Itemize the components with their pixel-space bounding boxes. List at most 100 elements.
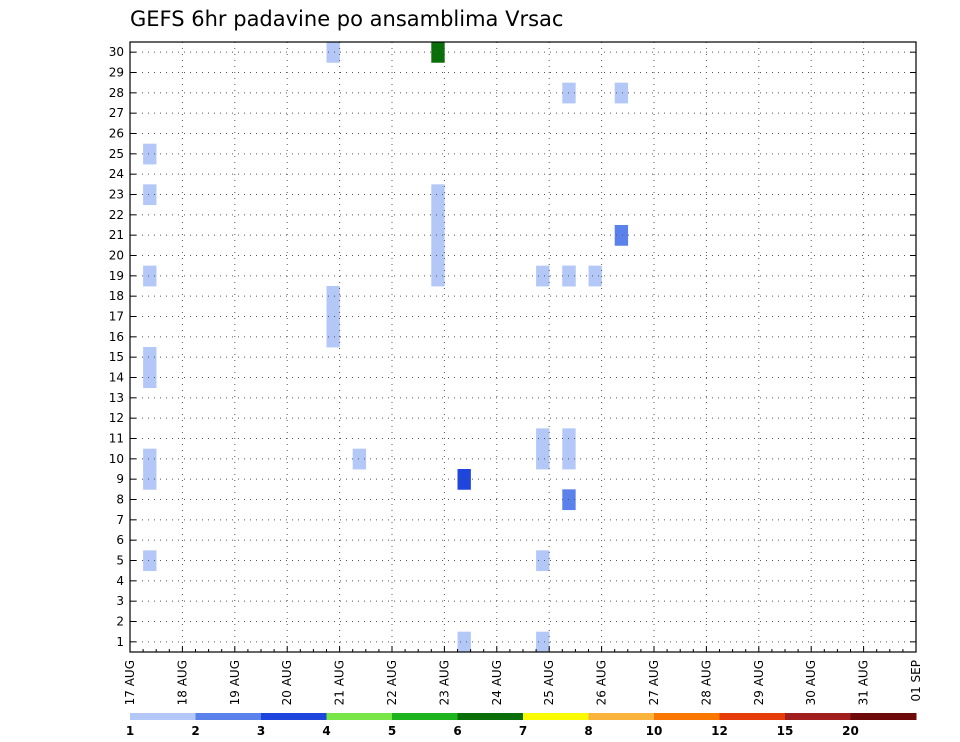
- heatmap-cell: [431, 204, 445, 226]
- y-tick-label: 21: [109, 228, 124, 242]
- x-tick-label: 20 AUG: [280, 660, 294, 705]
- colorbar-swatch: [392, 713, 458, 720]
- x-tick-label: 22 AUG: [385, 660, 399, 705]
- colorbar-label: 1: [126, 724, 134, 738]
- colorbar-swatch: [719, 713, 786, 720]
- y-tick-label: 27: [109, 106, 124, 120]
- heatmap-cell: [431, 245, 445, 267]
- y-tick-label: 30: [109, 45, 124, 59]
- heatmap-cell: [326, 42, 340, 63]
- heatmap-cell: [143, 469, 157, 490]
- colorbar-label: 10: [646, 724, 663, 738]
- y-tick-label: 9: [116, 472, 124, 486]
- colorbar-label: 15: [777, 724, 794, 738]
- heatmap-cell: [143, 367, 157, 389]
- heatmap-cell: [431, 184, 445, 206]
- heatmap-cell: [536, 631, 550, 653]
- colorbar-swatch: [326, 713, 393, 720]
- colorbar-label: 2: [191, 724, 199, 738]
- x-axis: 17 AUG 18 AUG 19 AUG 20 AUG 21 AUG 22 AUG 23 A…: [123, 646, 923, 705]
- x-tick-label: 18 AUG: [175, 660, 189, 705]
- heatmap-cell: [536, 265, 550, 287]
- colorbar-swatch: [457, 713, 524, 720]
- heatmap-cell: [431, 265, 445, 287]
- chart-title: GEFS 6hr padavine po ansamblima Vrsac: [130, 7, 563, 31]
- heatmap-cell: [143, 143, 157, 165]
- x-tick-label: 29 AUG: [752, 660, 766, 705]
- y-tick-label: 15: [109, 350, 124, 364]
- heatmap-cell: [431, 225, 445, 246]
- y-tick-label: 25: [109, 147, 124, 161]
- heatmap-cell: [614, 82, 629, 104]
- x-tick-label: 28 AUG: [699, 660, 713, 705]
- x-tick-label: 01 SEP: [909, 660, 923, 702]
- y-tick-label: 1: [116, 635, 124, 649]
- y-tick-label: 18: [109, 289, 124, 303]
- colorbar-swatch: [523, 713, 589, 720]
- y-tick-label: 26: [109, 127, 124, 141]
- colorbar-label: 3: [257, 724, 265, 738]
- y-tick-label: 4: [116, 574, 124, 588]
- heatmap-cell: [536, 428, 550, 450]
- y-tick-label: 11: [109, 432, 124, 446]
- y-tick-label: 23: [109, 188, 124, 202]
- colorbar-label: 12: [711, 724, 728, 738]
- y-axis: 1234567891011121314151617181920212223242…: [109, 45, 916, 649]
- heatmap-cell: [143, 550, 157, 572]
- y-tick-label: 28: [109, 86, 124, 100]
- colorbar-label: 6: [453, 724, 461, 738]
- colorbar-label: 4: [322, 724, 330, 738]
- y-tick-label: 17: [109, 310, 124, 324]
- x-tick-label: 26 AUG: [595, 660, 609, 705]
- colorbar-label: 20: [842, 724, 859, 738]
- colorbar: 1 2 3 4 5 6 7 8 10 12 15 20: [126, 713, 917, 738]
- heatmap-cell: [143, 347, 157, 368]
- y-tick-label: 6: [116, 533, 124, 547]
- y-tick-label: 19: [109, 269, 124, 283]
- x-tick-label: 17 AUG: [123, 660, 137, 705]
- heatmap-cell: [431, 42, 445, 63]
- colorbar-swatch: [261, 713, 327, 720]
- colorbar-swatch: [195, 713, 262, 720]
- y-tick-label: 10: [109, 452, 124, 466]
- y-tick-label: 14: [109, 371, 124, 385]
- x-tick-label: 23 AUG: [437, 660, 451, 705]
- y-tick-label: 22: [109, 208, 124, 222]
- x-tick-label: 30 AUG: [804, 660, 818, 705]
- y-tick-label: 13: [109, 391, 124, 405]
- y-tick-label: 16: [109, 330, 124, 344]
- y-tick-label: 20: [109, 249, 124, 263]
- heatmap-cell: [352, 448, 367, 470]
- y-tick-label: 2: [116, 615, 124, 629]
- y-tick-label: 8: [116, 493, 124, 507]
- y-tick-label: 12: [109, 411, 124, 425]
- grid-lines: [130, 42, 916, 652]
- colorbar-swatch: [588, 713, 655, 720]
- x-tick-label: 31 AUG: [857, 660, 871, 705]
- heatmap-cell: [536, 550, 550, 572]
- y-tick-label: 7: [116, 513, 124, 527]
- heatmap-cell: [588, 265, 602, 287]
- heatmap-cell: [326, 306, 340, 328]
- heatmap-cell: [614, 225, 629, 246]
- heatmap-cell: [143, 184, 157, 206]
- x-tick-label: 27 AUG: [647, 660, 661, 705]
- x-tick-label: 19 AUG: [228, 660, 242, 705]
- heatmap-cell: [457, 631, 471, 653]
- heatmap-cell: [457, 469, 471, 490]
- x-tick-label: 21 AUG: [333, 660, 347, 705]
- colorbar-swatch: [130, 713, 196, 720]
- heatmap-cell: [326, 326, 340, 348]
- y-tick-label: 24: [109, 167, 124, 181]
- colorbar-label: 8: [584, 724, 592, 738]
- colorbar-label: 7: [519, 724, 527, 738]
- colorbar-swatch: [785, 713, 851, 720]
- y-tick-label: 5: [116, 554, 124, 568]
- x-tick-label: 24 AUG: [490, 660, 504, 705]
- y-tick-label: 3: [116, 594, 124, 608]
- heatmap-cell: [326, 286, 340, 307]
- y-tick-label: 29: [109, 66, 124, 80]
- heatmap-cell: [536, 448, 550, 470]
- colorbar-swatch: [654, 713, 720, 720]
